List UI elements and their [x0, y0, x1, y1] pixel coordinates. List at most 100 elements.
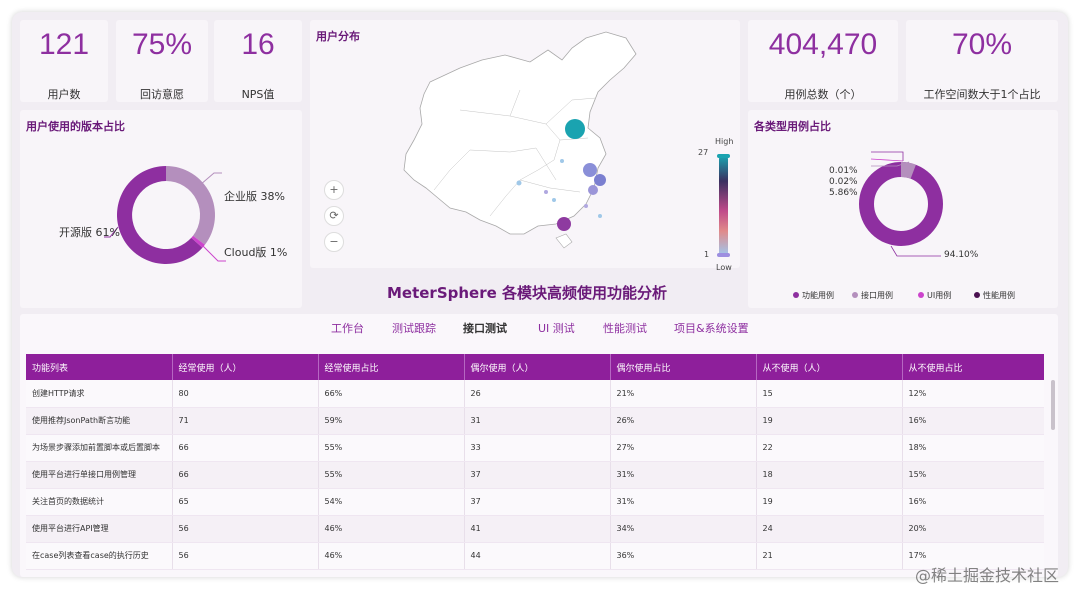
table-cell: 31 — [464, 407, 611, 435]
zoom-in-button[interactable]: + — [324, 180, 344, 200]
china-map[interactable] — [310, 20, 740, 268]
feature-analysis-panel: 工作台 测试跟踪 接口测试 UI 测试 性能测试 项目&系统设置 功能列表 经常… — [20, 314, 1058, 577]
legend-api[interactable]: 接口用例 — [861, 291, 893, 300]
map-bubble-small-3 — [560, 159, 564, 163]
table-header-row: 功能列表 经常使用（人） 经常使用占比 偶尔使用（人） 偶尔使用占比 从不使用（… — [26, 354, 1044, 380]
slice-cloud — [191, 235, 205, 248]
scale-high-label: High — [715, 137, 734, 146]
column-header[interactable]: 偶尔使用占比 — [610, 354, 757, 380]
legend-dot-api — [852, 292, 858, 298]
table-cell: 66% — [318, 380, 465, 408]
column-header[interactable]: 从不使用占比 — [902, 354, 1044, 380]
tab-workbench[interactable]: 工作台 — [331, 322, 364, 335]
kpi-value: 121 — [38, 28, 90, 61]
label-cloud: Cloud版 1% — [224, 246, 288, 259]
table-cell: 26 — [464, 380, 611, 408]
kpi-label: 工作空间数大于1个占比 — [923, 88, 1041, 101]
case-type-donut-chart — [793, 151, 980, 298]
table-cell: 65 — [172, 488, 319, 516]
map-bubble-shanghai — [594, 174, 606, 186]
table-cell: 16% — [902, 488, 1044, 516]
section-heading: MeterSphere 各模块高频使用功能分析 — [386, 284, 668, 302]
tab-ui-test[interactable]: UI 测试 — [538, 322, 575, 335]
table-row[interactable]: 创建HTTP请求 80 66% 26 21% 15 12% — [26, 380, 1044, 408]
tab-performance-test[interactable]: 性能测试 — [603, 322, 647, 335]
table-cell: 20% — [902, 515, 1044, 543]
table-cell: 15% — [902, 461, 1044, 489]
reset-view-button[interactable]: ⟳ — [324, 206, 344, 226]
watermark-text: @稀土掘金技术社区 — [915, 566, 1060, 585]
kpi-card-revisit: 75% 回访意愿 — [116, 20, 208, 102]
table-cell: 56 — [172, 542, 319, 570]
map-bubble-small-4 — [552, 198, 556, 202]
tab-api-test[interactable]: 接口测试 — [463, 322, 507, 335]
table-row[interactable]: 使用平台进行单接口用例管理 66 55% 37 31% 18 15% — [26, 461, 1044, 489]
table-cell: 46% — [318, 515, 465, 543]
table-row[interactable]: 为场景步骤添加前置脚本或后置脚本 66 55% 33 27% 22 18% — [26, 434, 1044, 462]
version-donut-chart — [104, 166, 226, 264]
table-cell: 46% — [318, 542, 465, 570]
table-cell: 44 — [464, 542, 611, 570]
kpi-card-workspace: 70% 工作空间数大于1个占比 — [906, 20, 1058, 102]
scale-min-value: 1 — [704, 250, 710, 259]
table-cell: 使用平台进行单接口用例管理 — [26, 461, 173, 489]
card-title: 各类型用例占比 — [754, 120, 831, 133]
table-cell: 关注首页的数据统计 — [26, 488, 173, 516]
legend-functional[interactable]: 功能用例 — [802, 291, 834, 300]
zoom-out-button[interactable]: − — [324, 232, 344, 252]
map-bubble-jiangsu — [583, 163, 597, 177]
kpi-card-total-cases: 404,470 用例总数（个） — [748, 20, 898, 102]
card-title: 用户使用的版本占比 — [26, 120, 125, 133]
table-cell: 24 — [756, 515, 903, 543]
table-cell: 80 — [172, 380, 319, 408]
table-cell: 54% — [318, 488, 465, 516]
table-cell: 37 — [464, 488, 611, 516]
kpi-value: 75% — [131, 28, 193, 61]
table-cell: 17% — [902, 542, 1044, 570]
table-cell: 27% — [610, 434, 757, 462]
column-header[interactable]: 功能列表 — [26, 354, 173, 380]
table-cell: 19 — [756, 488, 903, 516]
table-cell: 56 — [172, 515, 319, 543]
kpi-label: 回访意愿 — [140, 88, 184, 101]
label-opensource: 开源版 61% — [59, 226, 120, 239]
table-cell: 31% — [610, 461, 757, 489]
kpi-card-users: 121 用户数 — [20, 20, 108, 102]
table-cell: 为场景步骤添加前置脚本或后置脚本 — [26, 434, 173, 462]
column-header[interactable]: 经常使用（人） — [172, 354, 319, 380]
table-cell: 55% — [318, 461, 465, 489]
column-header[interactable]: 经常使用占比 — [318, 354, 465, 380]
table-cell: 在case列表查看case的执行历史 — [26, 542, 173, 570]
kpi-label: NPS值 — [241, 88, 275, 101]
table-row[interactable]: 使用推荐JsonPath断言功能 71 59% 31 26% 19 16% — [26, 407, 1044, 435]
tab-project-settings[interactable]: 项目&系统设置 — [674, 322, 749, 335]
legend-dot-functional — [793, 292, 799, 298]
kpi-label: 用例总数（个） — [784, 88, 862, 101]
tab-test-tracking[interactable]: 测试跟踪 — [392, 322, 436, 335]
table-cell: 18% — [902, 434, 1044, 462]
table-row[interactable]: 关注首页的数据统计 65 54% 37 31% 19 16% — [26, 488, 1044, 516]
label-api-case: 5.86% — [829, 188, 858, 198]
table-cell: 26% — [610, 407, 757, 435]
table-cell: 31% — [610, 488, 757, 516]
map-bubble-small-6 — [584, 204, 588, 208]
table-cell: 71 — [172, 407, 319, 435]
label-ui-case: 0.01% — [829, 166, 858, 176]
slice-api-case — [901, 161, 916, 179]
kpi-value: 16 — [241, 28, 275, 61]
table-row[interactable]: 使用平台进行API管理 56 46% 41 34% 24 20% — [26, 515, 1044, 543]
table-scrollbar[interactable] — [1051, 380, 1055, 430]
kpi-card-nps: 16 NPS值 — [214, 20, 302, 102]
legend-ui[interactable]: UI用例 — [927, 291, 952, 300]
map-bubble-beijing — [565, 119, 585, 139]
map-bubble-small-5 — [598, 214, 602, 218]
column-header[interactable]: 从不使用（人） — [756, 354, 903, 380]
table-row[interactable]: 在case列表查看case的执行历史 56 46% 44 36% 21 17% — [26, 542, 1044, 570]
table-cell: 55% — [318, 434, 465, 462]
map-bubble-small-2 — [544, 190, 548, 194]
legend-performance[interactable]: 性能用例 — [983, 291, 1015, 300]
column-header[interactable]: 偶尔使用（人） — [464, 354, 611, 380]
table-cell: 18 — [756, 461, 903, 489]
slice-enterprise — [166, 166, 216, 245]
user-distribution-card: 用户分布 — [310, 20, 740, 272]
